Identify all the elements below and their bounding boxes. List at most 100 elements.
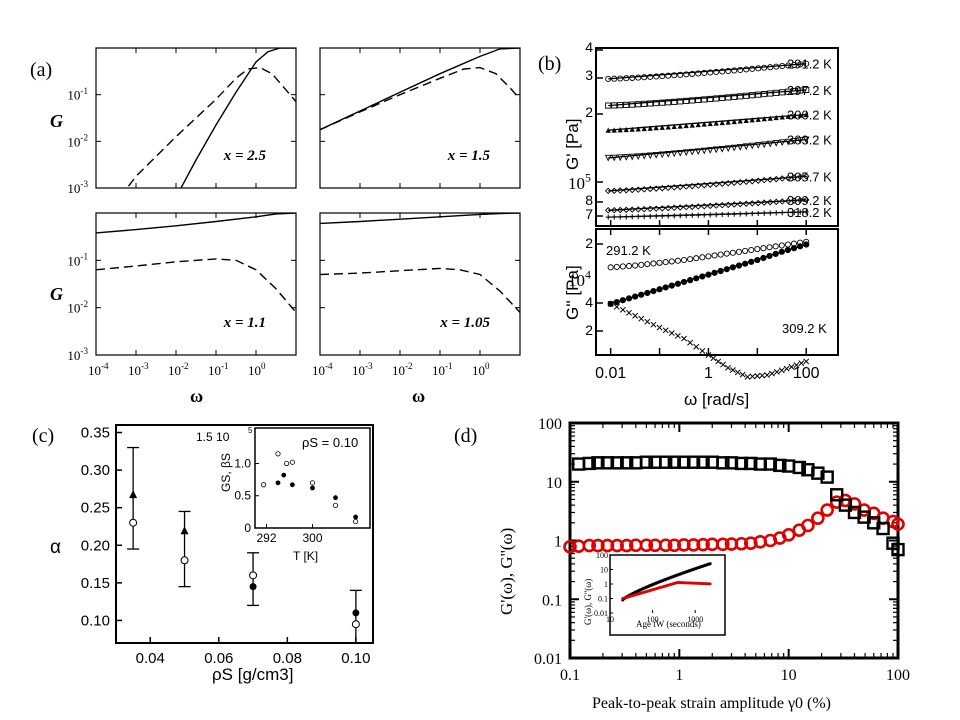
panel-c-inset-ylabel: GS, βS [219,453,233,492]
panel-d-inset-gp-point [674,574,678,577]
panel-b-top-point [635,101,642,108]
panel-b-bottom-point [644,261,651,268]
panel-b-top-ytick-label: 4 [585,39,593,55]
panel-c-inset-label: ρS = 0.10 [302,435,358,450]
panel-b-bottom-point [693,255,700,262]
panel-b-bottom-point [803,358,810,365]
panel-d-gp-point [619,456,634,470]
panel-b-top-series-label: 300.2 K [787,107,832,122]
panel-b-top-point [689,97,696,104]
panel-a-solid-curve [180,48,296,188]
panel-b-bottom-point [723,250,730,257]
panel-d-gpp-point [686,538,701,552]
panel-b-top-point [749,92,756,99]
panel-c-inset-ytick-label: 0 [244,521,251,535]
panel-c-open-point [249,571,258,580]
panel-b-top-point [665,99,672,106]
panel-d-inset-gp-point [701,564,705,568]
panel-d-inset-ylabel: G'(ω), G''(ω) [583,579,593,625]
panel-b-bottom-point [662,327,669,334]
panel-a-annotation: x = 1.05 [439,315,490,331]
panel-b-label: (b) [538,53,561,75]
panel-d-gp-point [811,466,825,480]
panel-d-inset-gp-point [665,577,669,581]
panel-a-ytick-label: 10-1 [67,86,88,103]
panel-b-top-point [635,126,641,132]
panel-b-bottom-point [784,241,791,248]
panel-a-ytick-label: 10-2 [67,299,88,316]
panel-b-bottom-frame [595,228,839,356]
panel-b-bottom-point [760,245,767,252]
panel-a-xtick-label: 10-4 [88,361,109,378]
panel-d-gp-point [639,455,654,469]
panel-b-top-point [653,125,659,131]
panel-d-inset-gp-point [652,582,656,586]
panel-b-bottom-point [759,372,766,379]
panel-b-top-point [707,120,713,127]
panel-b-bottom-point [687,256,694,263]
panel-b-top-ylabel: G' [Pa] [563,119,582,170]
panel-b-top-series-label: 297.2 K [787,83,832,98]
panel-d-label: (d) [454,425,477,447]
panel-d-inset-gp-point [704,563,708,567]
panel-b-xlabel: ω [rad/s] [684,390,749,409]
panel-d-ylabel: G'(ω), G''(ω) [497,528,516,615]
panel-c-inset-filled-point [353,514,359,520]
panel-b-bottom-point [662,259,669,266]
panel-d-inset-ytick-label: 1 [604,580,608,589]
panel-a-subplot-frame [319,212,521,356]
panel-b-top-point [683,122,689,129]
panel-b-top-fit-line [608,89,807,107]
panel-b-bottom-point [668,258,675,265]
panel-b-top-point [604,187,612,195]
panel-b-top-point [755,91,762,98]
panel-c-inset-filled-point [310,485,315,491]
panel-b-top-ytick-label: 2 [585,104,593,120]
panel-b-bottom-ytick-label: 2 [585,235,593,251]
panel-b-top-point [713,95,720,102]
panel-b-bottom-point [710,355,717,362]
panel-b-bottom-point [793,362,800,368]
panel-b-bottom-point [613,263,620,270]
panel-d-inset-ytick-label: 100 [596,551,608,560]
panel-b-top-point [707,95,714,103]
panel-a-label: (a) [30,59,52,81]
panel-b-bottom-point [754,246,761,253]
panel-c-inset-exp: 5 [248,426,253,435]
panel-d-gpp-point [781,528,796,542]
panel-b-bottom-point [739,371,746,378]
panel-a-annotation: x = 2.5 [223,148,267,164]
panel-b-top-point [713,120,719,126]
panel-b-top-point [731,93,738,100]
panel-b-bottom-series-label: 291.2 K [606,243,651,258]
panel-b-bottom-point [742,247,749,254]
panel-d-xtick-label: 0.1 [560,667,580,684]
panel-b-bottom-point [717,251,724,258]
panel-c-inset-exp-base: 1.5 10 [196,430,230,444]
panel-c-inset-xtick-label: 300 [302,531,322,545]
panel-d-inset-gp-point [696,566,700,570]
panel-b-bottom-point [754,373,761,379]
panel-b-top-series-label: 309.2 K [787,193,832,208]
panel-b-top-point [629,74,636,81]
panel-a-xlabel-right: ω [412,386,425,406]
panel-b-top-point [683,97,690,104]
panel-b-top-point [695,121,701,128]
panel-d-xtick-label: 10 [781,667,797,684]
panel-d-gpp-point [639,538,654,553]
panel-d-inset-gp-point [708,562,712,566]
panel-d-gpp-point [829,495,844,509]
panel-c-open-point [351,620,360,629]
panel-b-top-point [719,119,725,126]
panel-b-bottom-point [766,244,773,251]
panel-b-top-fit-line [608,175,807,192]
panel-d-gp-point [820,470,834,484]
panel-b-top-point [767,115,773,121]
panel-b-top-fit-line [608,211,807,218]
panel-a-ytick-label: 10-3 [67,179,88,196]
panel-c-inset-xtick-label: 292 [256,531,276,545]
panel-a-dashed-curve [96,258,296,313]
panel-a-ytick-label: 10-3 [67,346,88,363]
panel-b-bottom-point [749,373,756,380]
panel-b-top-point [689,122,695,128]
